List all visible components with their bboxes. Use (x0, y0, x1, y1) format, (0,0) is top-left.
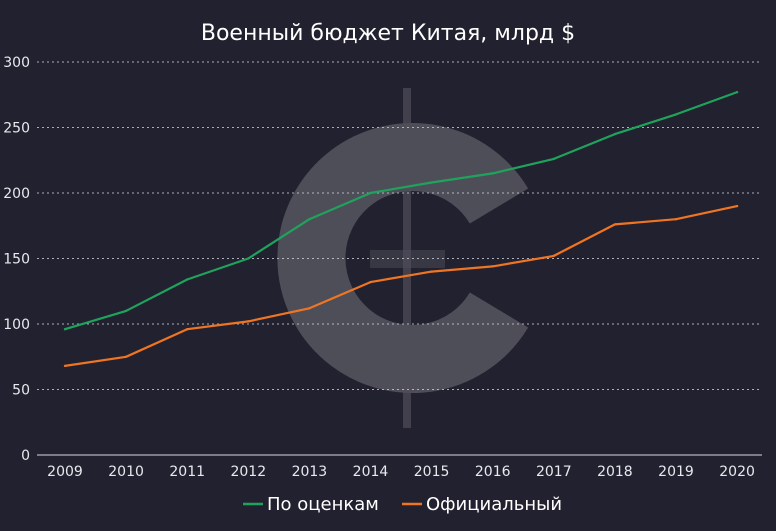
data-point (369, 280, 372, 284)
data-point (124, 309, 128, 313)
data-point (308, 218, 311, 221)
data-point (186, 278, 189, 281)
data-point (735, 90, 739, 94)
x-tick-label: 2015 (414, 464, 450, 480)
data-point (552, 157, 555, 161)
data-point (491, 265, 494, 268)
data-point (369, 191, 372, 195)
x-tick-label: 2013 (292, 464, 328, 480)
data-point (430, 270, 433, 273)
data-point (63, 328, 67, 331)
data-point (735, 204, 739, 208)
data-point (63, 364, 67, 368)
data-point (124, 355, 128, 358)
y-tick-label: 300 (3, 55, 30, 71)
data-point (552, 254, 555, 258)
x-axis: 2009 2010 2011 2012 2013 2014 2015 2016 2017 2018… (47, 464, 755, 480)
data-point (247, 320, 250, 323)
x-tick-label: 2019 (658, 464, 694, 480)
data-point (430, 181, 433, 184)
data-point (674, 113, 678, 116)
y-axis: 0 50 100 150 200 250 300 (3, 55, 30, 464)
data-point (247, 257, 250, 260)
x-tick-label: 2016 (475, 464, 511, 480)
y-tick-label: 150 (3, 252, 30, 268)
legend-label: По оценкам (267, 494, 379, 515)
grid (37, 61, 762, 390)
x-tick-label: 2012 (230, 464, 266, 480)
series-line-0 (64, 91, 738, 331)
x-tick-label: 2018 (597, 464, 633, 480)
x-tick-label: 2009 (47, 464, 83, 480)
y-tick-label: 100 (3, 317, 30, 333)
data-point (613, 132, 617, 136)
data-point (308, 307, 311, 310)
legend: По оценкам Официальный (243, 494, 562, 515)
x-tick-label: 2010 (108, 464, 144, 480)
x-tick-label: 2011 (169, 464, 205, 480)
data-point (491, 172, 494, 175)
data-point (186, 328, 189, 331)
y-tick-label: 50 (12, 383, 30, 399)
x-tick-label: 2020 (719, 464, 755, 480)
series (63, 90, 739, 368)
legend-label: Официальный (426, 494, 562, 515)
y-tick-label: 0 (21, 448, 30, 464)
x-tick-label: 2017 (536, 464, 572, 480)
watermark-logo (277, 88, 529, 428)
data-point (674, 218, 678, 221)
series-line-1 (64, 205, 738, 367)
x-tick-label: 2014 (353, 464, 389, 480)
data-point (613, 223, 617, 226)
chart-title: Военный бюджет Китая, млрд $ (201, 21, 575, 46)
y-tick-label: 250 (3, 121, 30, 137)
y-tick-label: 200 (3, 186, 30, 202)
